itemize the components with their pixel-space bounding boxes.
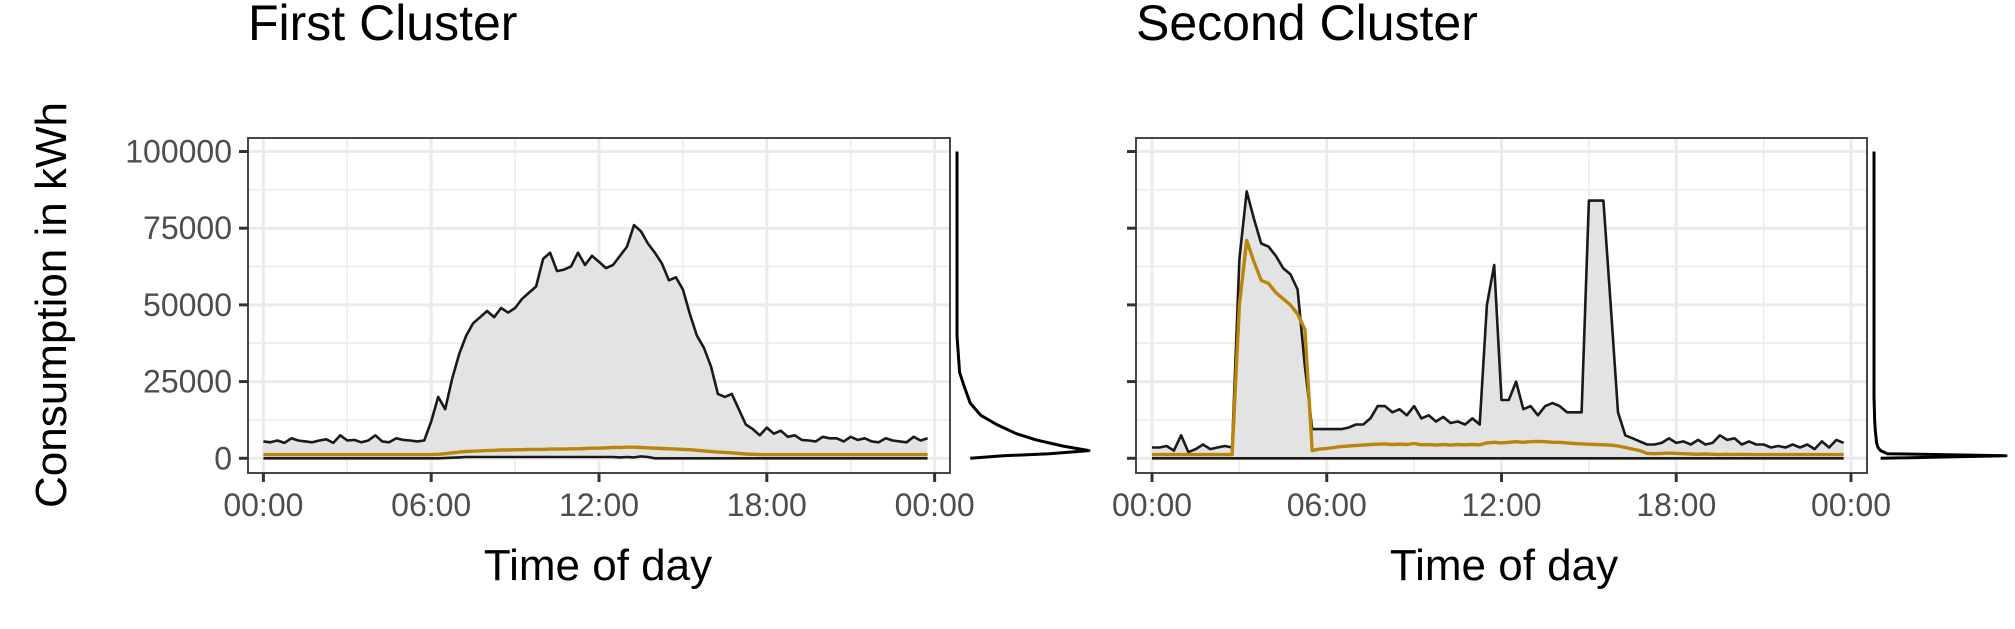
y-tick-label: 75000: [143, 210, 232, 246]
x-tick-label: 06:00: [1287, 487, 1367, 523]
x-tick-label: 00:00: [1112, 487, 1192, 523]
x-tick-label: 18:00: [1636, 487, 1716, 523]
first-cluster-panel: First Cluster 0 25000 50000 75000 100000 00:0…: [125, 0, 1091, 590]
plot-area: 00:00 06:00 12:00 18:00 00:00: [1112, 137, 2008, 523]
x-axis-title: Time of day: [484, 541, 712, 590]
upper-line: [1152, 190, 1845, 454]
panel-title: First Cluster: [248, 0, 517, 51]
x-tick-label: 00:00: [223, 487, 303, 523]
y-tick-label: 100000: [125, 133, 232, 169]
y-tick-label: 0: [214, 440, 232, 476]
x-tick-label: 00:00: [1811, 487, 1891, 523]
x-tick-label: 12:00: [559, 487, 639, 523]
mean-line: [1152, 238, 1844, 457]
x-axis-title: Time of day: [1390, 541, 1618, 590]
density-curve: [1872, 151, 2008, 460]
x-tick-label: 00:00: [895, 487, 975, 523]
second-cluster-panel: Second Cluster 00:00 06:00 12:00 18:00 00:00…: [1112, 0, 2008, 590]
y-axis-title: Consumption in kWh: [27, 102, 76, 508]
density-curve: [955, 151, 1091, 460]
y-tick-label: 25000: [143, 364, 232, 400]
upper-line: [263, 223, 928, 445]
range-band: [1152, 191, 1844, 459]
lower-line: [263, 455, 928, 460]
y-tick-label: 50000: [143, 287, 232, 323]
panel-title: Second Cluster: [1136, 0, 1478, 51]
plot-area: 0 25000 50000 75000 100000 00:00 06:00 12:00 18:…: [125, 133, 1091, 523]
x-tick-label: 12:00: [1461, 487, 1541, 523]
x-tick-label: 06:00: [391, 487, 471, 523]
range-band: [263, 225, 928, 459]
mean-line: [263, 445, 928, 457]
x-tick-label: 18:00: [727, 487, 807, 523]
